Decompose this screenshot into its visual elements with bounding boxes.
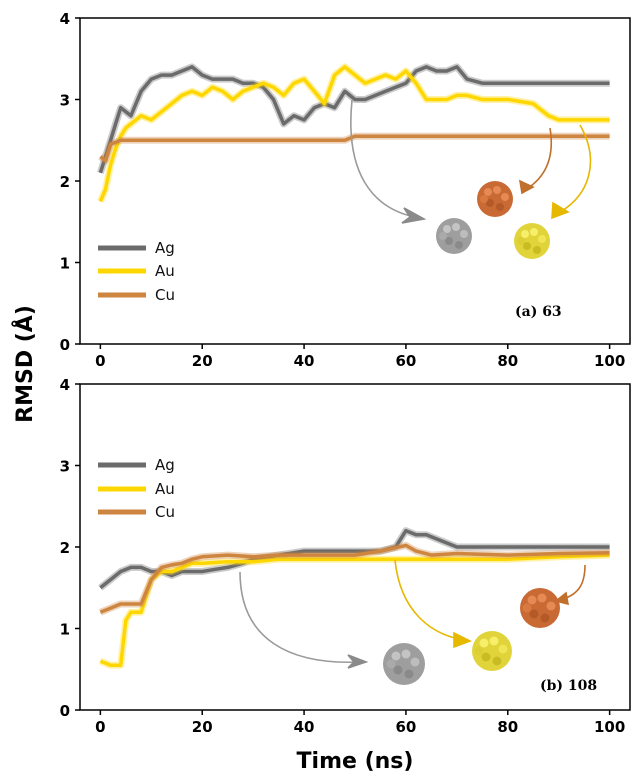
annotation-arrows-b: [239, 559, 586, 669]
x-tick-label: 60: [395, 718, 416, 736]
legend-label-ag: Ag: [155, 239, 175, 257]
arrowhead-ag-a: [401, 207, 427, 224]
arrowhead-ag-b: [347, 654, 369, 669]
arrow-ag-a: [350, 99, 421, 219]
series-line-au: [99, 553, 610, 667]
x-axis-title: Time (ns): [297, 749, 414, 774]
x-tick-label: 60: [395, 352, 416, 370]
x-tick-label: 80: [497, 718, 518, 736]
annotation-arrows-a: [350, 99, 592, 224]
y-tick-label: 4: [60, 10, 70, 28]
cluster-icon-cu-a: [477, 181, 513, 217]
cluster-icon-ag-a: [436, 218, 472, 254]
cluster-icon-au-b: [472, 631, 512, 671]
panel-b: 0 20 40 60 80 100 0 1 2 3 4 Ag Au Cu (b) 108: [60, 376, 631, 736]
y-tick-label: 0: [60, 336, 70, 354]
panel-label-a: (a) 63: [515, 304, 562, 320]
cluster-icon-au-a: [514, 223, 550, 259]
panel-label-b: (b) 108: [540, 678, 597, 694]
arrowhead-au-b: [453, 631, 472, 649]
series-line-au: [98, 65, 610, 203]
series-line-cu: [99, 543, 610, 614]
y-tick-label: 4: [60, 376, 70, 394]
y-tick-label: 1: [60, 621, 70, 639]
arrowhead-cu-b: [554, 591, 570, 606]
series-line-cu: [99, 134, 610, 163]
x-tick-label: 40: [294, 352, 315, 370]
legend-label-cu: Cu: [155, 286, 175, 304]
y-tick-label: 3: [60, 458, 70, 476]
legend-b: Ag Au Cu: [98, 456, 175, 521]
y-tick-label: 3: [60, 92, 70, 110]
x-tick-label: 80: [497, 352, 518, 370]
legend-label-au: Au: [155, 480, 175, 498]
legend-label-au: Au: [155, 262, 175, 280]
arrowhead-au-a: [551, 201, 570, 220]
y-axis-title: RMSD (Å): [12, 305, 38, 423]
x-tick-label: 100: [594, 718, 625, 736]
series-line-ag: [99, 528, 610, 590]
x-tick-label: 40: [294, 718, 315, 736]
y-tick-label: 2: [60, 173, 70, 191]
cluster-icon-cu-b: [520, 588, 560, 628]
x-tick-label: 20: [192, 352, 213, 370]
y-tick-label: 0: [60, 702, 70, 720]
legend-a: Ag Au Cu: [98, 239, 175, 304]
legend-label-cu: Cu: [155, 503, 175, 521]
x-tick-label: 20: [192, 718, 213, 736]
panel-a: 0 20 40 60 80 100 0 1 2 3 4 Ag Au Cu (a) 63: [60, 10, 631, 370]
x-tick-label: 100: [594, 352, 625, 370]
series-line-ag: [98, 65, 610, 174]
arrow-ag-b: [239, 571, 361, 664]
arrow-au-b: [394, 559, 466, 641]
cluster-icon-ag-b: [383, 643, 425, 685]
y-tick-label: 2: [60, 539, 70, 557]
legend-label-ag: Ag: [155, 456, 175, 474]
arrowhead-cu-a: [518, 179, 535, 195]
x-tick-label: 0: [95, 718, 105, 736]
x-tick-label: 0: [95, 352, 105, 370]
y-tick-label: 1: [60, 255, 70, 273]
arrow-au-a: [559, 124, 592, 213]
